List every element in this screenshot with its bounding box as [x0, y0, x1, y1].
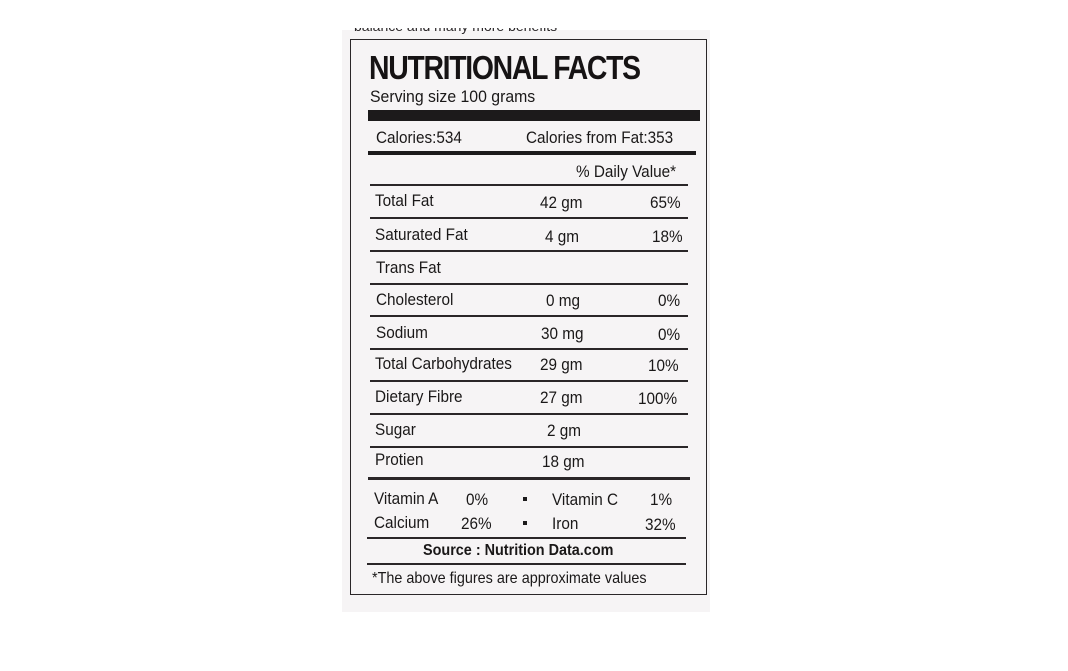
- separator-dot: [523, 521, 527, 525]
- label-title: NUTRITIONAL FACTS: [369, 49, 641, 86]
- nutrient-name: Cholesterol: [376, 290, 454, 309]
- nutrient-amount: 42 gm: [540, 193, 583, 212]
- nutrient-amount: 0 mg: [546, 291, 581, 310]
- row-divider: [370, 348, 688, 350]
- vitamin-value: 26%: [461, 514, 492, 533]
- nutrient-dv: 18%: [652, 227, 683, 246]
- nutrient-name: Total Fat: [375, 191, 434, 210]
- serving-size: Serving size 100 grams: [370, 87, 536, 106]
- row-divider: [367, 563, 686, 565]
- nutrient-name: Trans Fat: [376, 258, 441, 277]
- vitamin-name: Calcium: [374, 513, 430, 532]
- row-divider: [370, 446, 688, 448]
- source-note: Source : Nutrition Data.com: [423, 542, 614, 559]
- row-divider: [370, 250, 688, 252]
- thick-divider: [368, 110, 700, 121]
- label-frame: [350, 39, 707, 595]
- daily-value-header: % Daily Value*: [576, 162, 677, 181]
- nutrient-name: Sugar: [375, 420, 416, 439]
- nutrient-dv: 0%: [658, 291, 681, 310]
- nutrient-amount: 18 gm: [542, 452, 585, 471]
- nutrient-name: Sodium: [376, 323, 428, 342]
- nutrient-amount: 2 gm: [547, 421, 582, 440]
- row-divider: [367, 537, 686, 539]
- nutrient-dv: 100%: [638, 389, 678, 408]
- row-divider: [370, 184, 688, 186]
- cutoff-text: balance and many more benefits: [354, 18, 558, 34]
- nutrient-dv: 10%: [648, 356, 679, 375]
- nutrient-name: Dietary Fibre: [375, 387, 463, 406]
- section-divider: [368, 477, 690, 480]
- vitamin-value: 0%: [466, 490, 489, 509]
- vitamin-name: Iron: [552, 514, 579, 533]
- vitamin-name: Vitamin C: [552, 490, 619, 509]
- separator-dot: [523, 497, 527, 501]
- nutrient-name: Saturated Fat: [375, 225, 468, 244]
- vitamin-name: Vitamin A: [374, 489, 439, 508]
- calories: Calories:534: [376, 128, 462, 147]
- label-background: [342, 30, 710, 612]
- vitamin-value: 32%: [645, 515, 676, 534]
- row-divider: [370, 380, 688, 382]
- nutrient-dv: 0%: [658, 325, 681, 344]
- nutrient-amount: 4 gm: [545, 227, 580, 246]
- nutrient-amount: 30 mg: [541, 324, 584, 343]
- row-divider: [370, 283, 688, 285]
- calories-from-fat: Calories from Fat:353: [526, 128, 674, 147]
- nutrient-name: Protien: [375, 450, 424, 469]
- row-divider: [370, 413, 688, 415]
- nutrient-amount: 27 gm: [540, 388, 583, 407]
- vitamin-value: 1%: [650, 490, 673, 509]
- row-divider: [370, 217, 688, 219]
- footnote: *The above figures are approximate value…: [372, 570, 647, 587]
- nutrient-amount: 29 gm: [540, 355, 583, 374]
- nutrient-name: Total Carbohydrates: [375, 354, 512, 373]
- medium-divider: [368, 151, 696, 155]
- nutrient-dv: 65%: [650, 193, 681, 212]
- row-divider: [370, 315, 688, 317]
